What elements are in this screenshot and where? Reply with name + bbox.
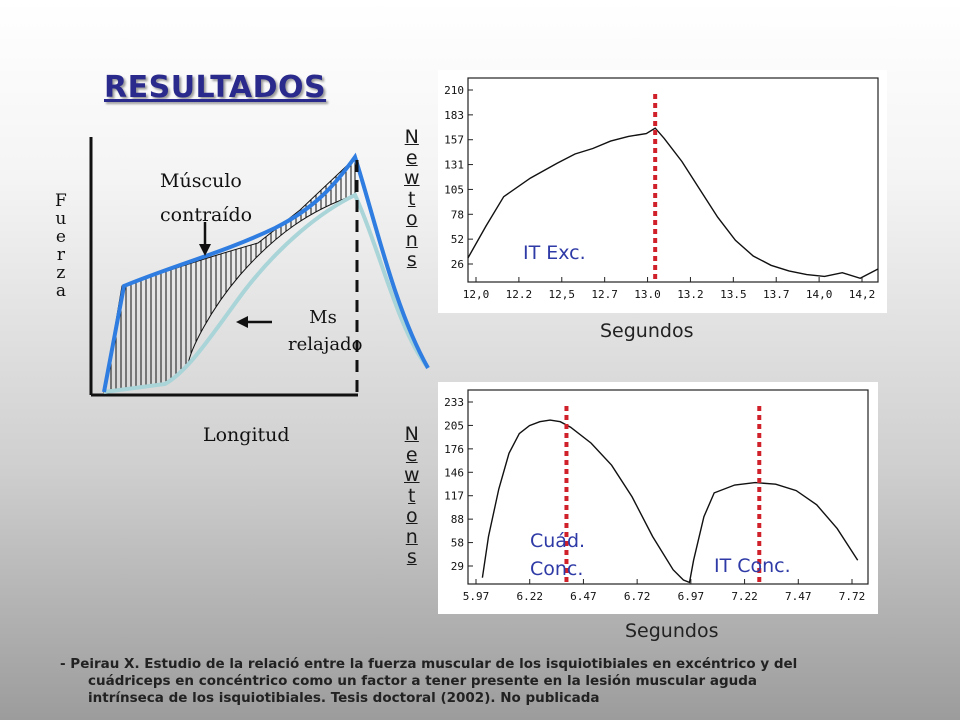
y-tick-label: 29 — [451, 560, 464, 573]
newtons-letter: s — [406, 249, 417, 271]
y-tick-label: 157 — [444, 134, 464, 147]
fuerza-letter: u — [55, 209, 67, 229]
it-conc-annotation: IT Conc. — [714, 555, 791, 577]
fuerza-letter: e — [55, 227, 66, 247]
relaxed-label: Ms relajado — [288, 304, 363, 358]
y-tick-label: 183 — [444, 109, 464, 122]
y-tick-label: 210 — [444, 84, 464, 97]
contracted-curve — [102, 152, 430, 393]
reference-line-3: intrínseca de los isquiotibiales. Tesis … — [88, 690, 600, 706]
fuerza-letter: z — [56, 263, 66, 283]
newtons-letter: o — [405, 505, 418, 527]
reference-citation: - Peirau X. Estudio de la relació entre … — [60, 656, 920, 707]
newtons-letter: N — [404, 126, 419, 148]
x-tick-label: 14,0 — [806, 288, 833, 301]
conc-label: Conc. — [530, 558, 584, 580]
relaxed-label-word: Ms — [309, 307, 337, 328]
y-tick-label: 176 — [444, 443, 464, 456]
x-axis-label-longitud: Longitud — [203, 424, 290, 446]
x-tick-label: 13.0 — [634, 288, 661, 301]
x-tick-label: 6.47 — [570, 590, 597, 603]
x-tick-label: 12.2 — [506, 288, 533, 301]
x-tick-label: 13.5 — [720, 288, 747, 301]
x-tick-label: 14,2 — [849, 288, 876, 301]
newtons-letter: N — [404, 423, 419, 445]
y-tick-label: 117 — [444, 490, 464, 503]
plot-frame — [467, 77, 879, 283]
x-tick-label: 13.2 — [677, 288, 704, 301]
it-exc-annotation: IT Exc. — [523, 242, 586, 264]
x-tick-label: 6.72 — [624, 590, 651, 603]
it-exc-chart-panel: 210 183 157 131 105 78 52 26 12,0 12.2 12,5 12.7 13.… — [438, 70, 887, 313]
plot-frame — [467, 389, 869, 585]
cuad-label: Cuád. — [530, 530, 586, 552]
y-tick-label: 52 — [451, 233, 464, 246]
y-tick-label: 26 — [451, 258, 464, 271]
x-tick-label: 12,0 — [463, 288, 490, 301]
newtons-letter: o — [405, 208, 418, 230]
relaxed-curve — [103, 192, 430, 394]
it-exc-chart: 210 183 157 131 105 78 52 26 12,0 12.2 12,5 12.7 13.… — [444, 77, 879, 301]
conc-chart: 233 205 176 146 117 88 58 29 5.97 6.22 6.47 6.72 6.9… — [444, 389, 869, 603]
slide-title: RESULTADOS — [104, 70, 327, 105]
x-tick-label: 12.7 — [591, 288, 618, 301]
newtons-letter: n — [405, 525, 418, 548]
newtons-letter: w — [404, 464, 420, 486]
data-line — [467, 127, 879, 280]
fuerza-letter: r — [56, 245, 65, 265]
x-axis-label-segundos-bottom: Segundos — [625, 620, 719, 642]
y-tick-label: 78 — [451, 208, 464, 221]
reference-line-1: - Peirau X. Estudio de la relació entre … — [60, 656, 798, 672]
x-tick-label: 13.7 — [763, 288, 790, 301]
newtons-letter: t — [408, 187, 416, 210]
y-tick-label: 131 — [444, 159, 464, 172]
relaxed-label-word: relajado — [288, 334, 363, 355]
x-tick-label: 5.97 — [463, 590, 490, 603]
y-tick-label: 146 — [444, 466, 464, 479]
newtons-letter: w — [404, 167, 420, 189]
newtons-letter: s — [406, 546, 417, 568]
x-tick-label: 6.22 — [516, 590, 543, 603]
contracted-label-word: Músculo — [160, 170, 242, 192]
x-tick-label: 6.97 — [678, 590, 705, 603]
y-tick-label: 205 — [444, 419, 464, 432]
y-tick-label: 233 — [444, 396, 464, 409]
y-tick-label: 58 — [451, 537, 464, 550]
x-tick-label: 12,5 — [549, 288, 576, 301]
contracted-label-1: Músculo contraído — [160, 164, 252, 232]
x-tick-label: 7.22 — [731, 590, 758, 603]
data-line — [481, 419, 859, 584]
newtons-letter: e — [405, 443, 418, 466]
newtons-letter: e — [405, 146, 418, 169]
newtons-letter: t — [408, 484, 416, 507]
newtons-letter: n — [405, 228, 418, 251]
x-tick-label: 7.72 — [839, 590, 866, 603]
y-tick-label: 105 — [444, 183, 464, 196]
contracted-label-word: contraído — [160, 204, 253, 226]
y-tick-label: 88 — [451, 513, 464, 526]
reference-line-2: cuádriceps en concéntrico como un factor… — [88, 673, 758, 689]
conc-chart-panel: 233 205 176 146 117 88 58 29 5.97 6.22 6.47 6.72 6.9… — [438, 382, 878, 614]
fuerza-letter: a — [55, 281, 66, 301]
fuerza-letter: F — [55, 191, 67, 211]
x-tick-label: 7.47 — [785, 590, 812, 603]
x-axis-label-segundos-top: Segundos — [600, 320, 694, 342]
cuad-conc-annotation: Cuád. Conc. — [530, 527, 585, 583]
